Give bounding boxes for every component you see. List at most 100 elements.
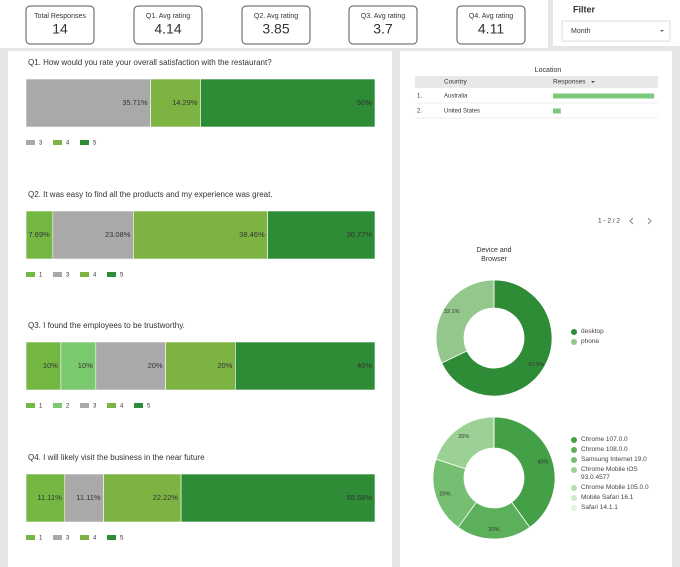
chart-title: Q4. I will likely visit the business in … xyxy=(28,453,205,462)
legend-swatch xyxy=(26,140,35,145)
legend-item: Chrome Mobile 105.0.0 xyxy=(571,484,663,492)
legend-swatch xyxy=(80,535,89,540)
legend-swatch xyxy=(107,272,116,277)
slice-label: 67.9% xyxy=(528,362,544,368)
legend-label: Chrome 108.0.0 xyxy=(581,446,628,453)
column-header: Country xyxy=(444,79,468,86)
value-label: 20% xyxy=(217,361,232,370)
donut-slice xyxy=(435,279,495,364)
legend-swatch xyxy=(80,272,89,277)
legend-label: desktop xyxy=(581,328,604,335)
slice-label: 40% xyxy=(537,460,548,466)
prev-page[interactable] xyxy=(629,217,634,225)
value-label: 11.11% xyxy=(76,493,101,502)
legend-swatch xyxy=(80,140,89,145)
bar-segment xyxy=(150,78,201,128)
scorecard xyxy=(348,5,418,45)
legend-swatch xyxy=(571,457,577,463)
legend-swatch xyxy=(571,339,577,345)
legend-swatch xyxy=(134,403,143,408)
value-label: 50% xyxy=(357,98,372,107)
value-label: 55.56% xyxy=(347,493,373,502)
legend-swatch xyxy=(26,272,35,277)
legend-item: Samsung Internet 19.0 xyxy=(571,456,663,464)
value-label: 30.77% xyxy=(347,230,373,239)
legend-label: Safari 14.1.1 xyxy=(581,504,618,511)
legend-item: Chrome Mobile iOS 93.0.4577 xyxy=(571,466,663,482)
pagination: 1 - 2 / 2 xyxy=(598,218,620,225)
country: Australia xyxy=(444,94,468,100)
response-bar xyxy=(553,108,561,114)
legend-label: 5 xyxy=(120,273,124,279)
legend-label: Chrome 107.0.0 xyxy=(581,436,628,443)
legend-label: 5 xyxy=(147,404,151,410)
legend-label: 4 xyxy=(120,404,124,410)
row-index: 2. xyxy=(417,109,422,115)
bar-segment xyxy=(25,210,54,260)
legend-swatch xyxy=(571,447,577,453)
legend-label: 3 xyxy=(66,536,70,542)
scorecard-value: 4.11 xyxy=(478,21,504,37)
legend-swatch xyxy=(571,485,577,491)
legend-label: 3 xyxy=(39,141,43,147)
legend-item: Mobile Safari 16.1 xyxy=(571,494,663,502)
chart-title: Q3. I found the employees to be trustwor… xyxy=(28,321,185,330)
slice-label: 32.1% xyxy=(444,309,460,315)
scorecard xyxy=(241,5,311,45)
filter-control[interactable]: Month xyxy=(571,28,591,35)
legend-swatch xyxy=(571,505,577,511)
legend-item: Chrome 108.0.0 xyxy=(571,446,663,454)
filter-dropdown[interactable] xyxy=(561,20,671,42)
scorecard xyxy=(25,5,95,45)
legend-label: 5 xyxy=(120,536,124,542)
slice-label: 20% xyxy=(458,434,469,440)
bar-segment xyxy=(267,210,376,260)
value-label: 40% xyxy=(357,361,372,370)
legend-label: 3 xyxy=(93,404,97,410)
row-index: 1. xyxy=(417,94,422,100)
scorecard-value: 14 xyxy=(52,21,68,37)
value-label: 35.71% xyxy=(122,98,148,107)
slice-label: 20% xyxy=(488,527,499,533)
legend-swatch xyxy=(571,495,577,501)
legend-swatch xyxy=(571,329,577,335)
donut-title: Device and Browser xyxy=(476,247,512,263)
filter-title: Filter xyxy=(573,4,596,14)
scorecard xyxy=(133,5,203,45)
legend-label: Mobile Safari 16.1 xyxy=(581,494,634,501)
value-label: 23.08% xyxy=(105,230,131,239)
legend-label: 4 xyxy=(93,536,97,542)
bar-segment xyxy=(60,341,97,391)
legend-label: 4 xyxy=(66,141,70,147)
legend-swatch xyxy=(26,403,35,408)
bar-segment xyxy=(235,341,376,391)
bar-segment xyxy=(95,341,166,391)
legend-item: Chrome 107.0.0 xyxy=(571,436,663,444)
scorecard-label: Q4. Avg rating xyxy=(469,13,513,20)
legend-item: Safari 14.1.1 xyxy=(571,504,663,512)
value-label: 20% xyxy=(148,361,163,370)
country: United States xyxy=(444,109,480,115)
donut-slice xyxy=(493,416,556,528)
legend-label: phone xyxy=(581,338,600,345)
bar-segment xyxy=(52,210,134,260)
legend-swatch xyxy=(53,403,62,408)
bar-segment xyxy=(200,78,376,128)
legend-swatch xyxy=(26,535,35,540)
column-header[interactable]: Responses xyxy=(553,79,586,86)
bar-segment xyxy=(103,473,182,523)
legend-label: 3 xyxy=(66,273,70,279)
legend-swatch xyxy=(53,140,62,145)
scorecard-value: 4.14 xyxy=(154,21,181,37)
bar-segment xyxy=(25,78,151,128)
table-title: Location xyxy=(535,67,562,74)
legend: Chrome 107.0.0 Chrome 108.0.0 Samsung Inte… xyxy=(571,436,663,512)
response-bar xyxy=(553,93,654,99)
legend-label: Chrome Mobile iOS 93.0.4577 xyxy=(581,466,638,481)
next-page[interactable] xyxy=(647,217,652,225)
legend-swatch xyxy=(107,403,116,408)
chart-title: Q2. It was easy to find all the products… xyxy=(28,190,273,199)
legend-swatch xyxy=(571,467,577,473)
sort-icon xyxy=(591,81,595,83)
